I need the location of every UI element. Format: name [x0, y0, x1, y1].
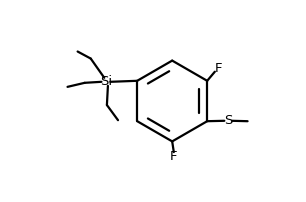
Text: Si: Si [100, 75, 112, 88]
Text: S: S [224, 114, 233, 127]
Text: F: F [170, 150, 177, 163]
Text: F: F [215, 62, 223, 75]
